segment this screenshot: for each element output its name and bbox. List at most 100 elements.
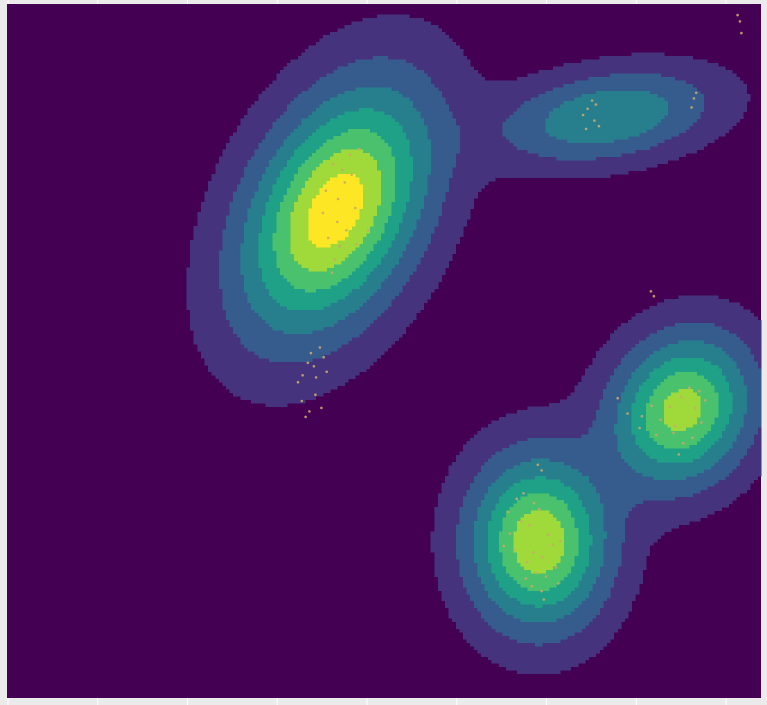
contour-band-3: [240, 87, 748, 623]
data-point: [324, 189, 328, 192]
contour-band-1: [186, 14, 762, 675]
data-point: [584, 127, 588, 131]
data-point: [740, 31, 743, 35]
data-point: [547, 533, 550, 537]
data-point: [348, 153, 352, 156]
data-point: [524, 577, 528, 580]
data-point: [703, 399, 707, 402]
data-point: [544, 575, 548, 578]
data-point: [691, 436, 694, 440]
data-point: [508, 532, 512, 535]
data-point: [330, 271, 334, 274]
data-point: [336, 220, 339, 224]
data-point: [526, 560, 529, 564]
data-point: [692, 97, 696, 100]
data-point: [350, 173, 353, 176]
data-point: [616, 396, 619, 400]
data-point: [314, 376, 318, 379]
data-point: [312, 365, 316, 368]
data-point: [338, 244, 341, 248]
data-point: [688, 386, 691, 390]
data-point: [597, 124, 601, 128]
contour-band-7: [308, 174, 363, 248]
data-point: [682, 442, 685, 445]
data-point: [325, 370, 329, 374]
data-point: [322, 355, 326, 359]
data-point: [304, 415, 307, 419]
data-point: [309, 351, 313, 355]
data-point: [551, 543, 555, 546]
data-point: [366, 228, 370, 232]
data-point: [672, 431, 675, 435]
data-point: [354, 242, 358, 246]
data-point: [326, 236, 330, 240]
data-point: [515, 497, 518, 501]
data-point: [300, 399, 304, 403]
data-point: [314, 393, 317, 397]
data-point: [332, 163, 335, 166]
density-contours: [7, 4, 762, 698]
data-point: [532, 551, 535, 554]
data-point: [536, 463, 540, 467]
data-point: [541, 555, 544, 559]
data-point: [677, 453, 681, 456]
data-point: [540, 469, 543, 472]
data-point: [507, 510, 510, 514]
data-point: [530, 585, 534, 588]
data-point: [522, 492, 525, 495]
data-point: [502, 544, 506, 548]
data-point: [586, 107, 589, 111]
data-point: [593, 119, 596, 122]
data-point: [638, 426, 641, 430]
data-point: [694, 91, 698, 95]
data-point: [354, 206, 357, 210]
data-point: [341, 168, 344, 172]
data-point: [308, 410, 311, 413]
data-point: [542, 598, 546, 601]
data-point: [736, 13, 739, 17]
data-point: [594, 103, 598, 106]
data-point: [559, 539, 562, 543]
data-point: [528, 523, 531, 527]
contour-band-2: [218, 56, 762, 647]
data-point: [336, 197, 340, 201]
data-point: [343, 181, 347, 184]
data-point: [738, 20, 742, 23]
data-point: [581, 113, 585, 117]
data-point: [519, 519, 523, 523]
data-point: [535, 571, 538, 575]
data-point: [590, 99, 594, 102]
data-point: [318, 346, 322, 349]
data-point: [673, 424, 677, 428]
data-point: [345, 228, 348, 232]
contour-band-4: [258, 108, 733, 609]
data-point: [357, 147, 361, 151]
data-point: [626, 412, 629, 415]
data-point: [649, 290, 653, 293]
data-point: [690, 106, 693, 109]
data-point: [333, 258, 337, 261]
data-point: [556, 582, 560, 585]
data-point: [700, 421, 703, 424]
data-point: [654, 433, 658, 437]
data-point: [321, 211, 325, 215]
data-point: [668, 405, 672, 408]
data-point: [652, 294, 656, 298]
data-point: [320, 406, 323, 410]
data-point: [679, 395, 683, 399]
data-point: [513, 548, 516, 551]
data-point: [532, 501, 536, 505]
data-point: [540, 589, 543, 593]
data-point: [650, 404, 653, 408]
data-point: [554, 566, 558, 569]
data-point: [306, 361, 310, 365]
data-point: [640, 414, 644, 418]
scatter-points: [296, 13, 743, 601]
data-point: [538, 507, 541, 511]
data-point: [659, 418, 662, 422]
data-point: [694, 406, 697, 410]
data-point: [697, 390, 701, 393]
data-point: [301, 374, 304, 377]
data-point: [296, 380, 300, 384]
